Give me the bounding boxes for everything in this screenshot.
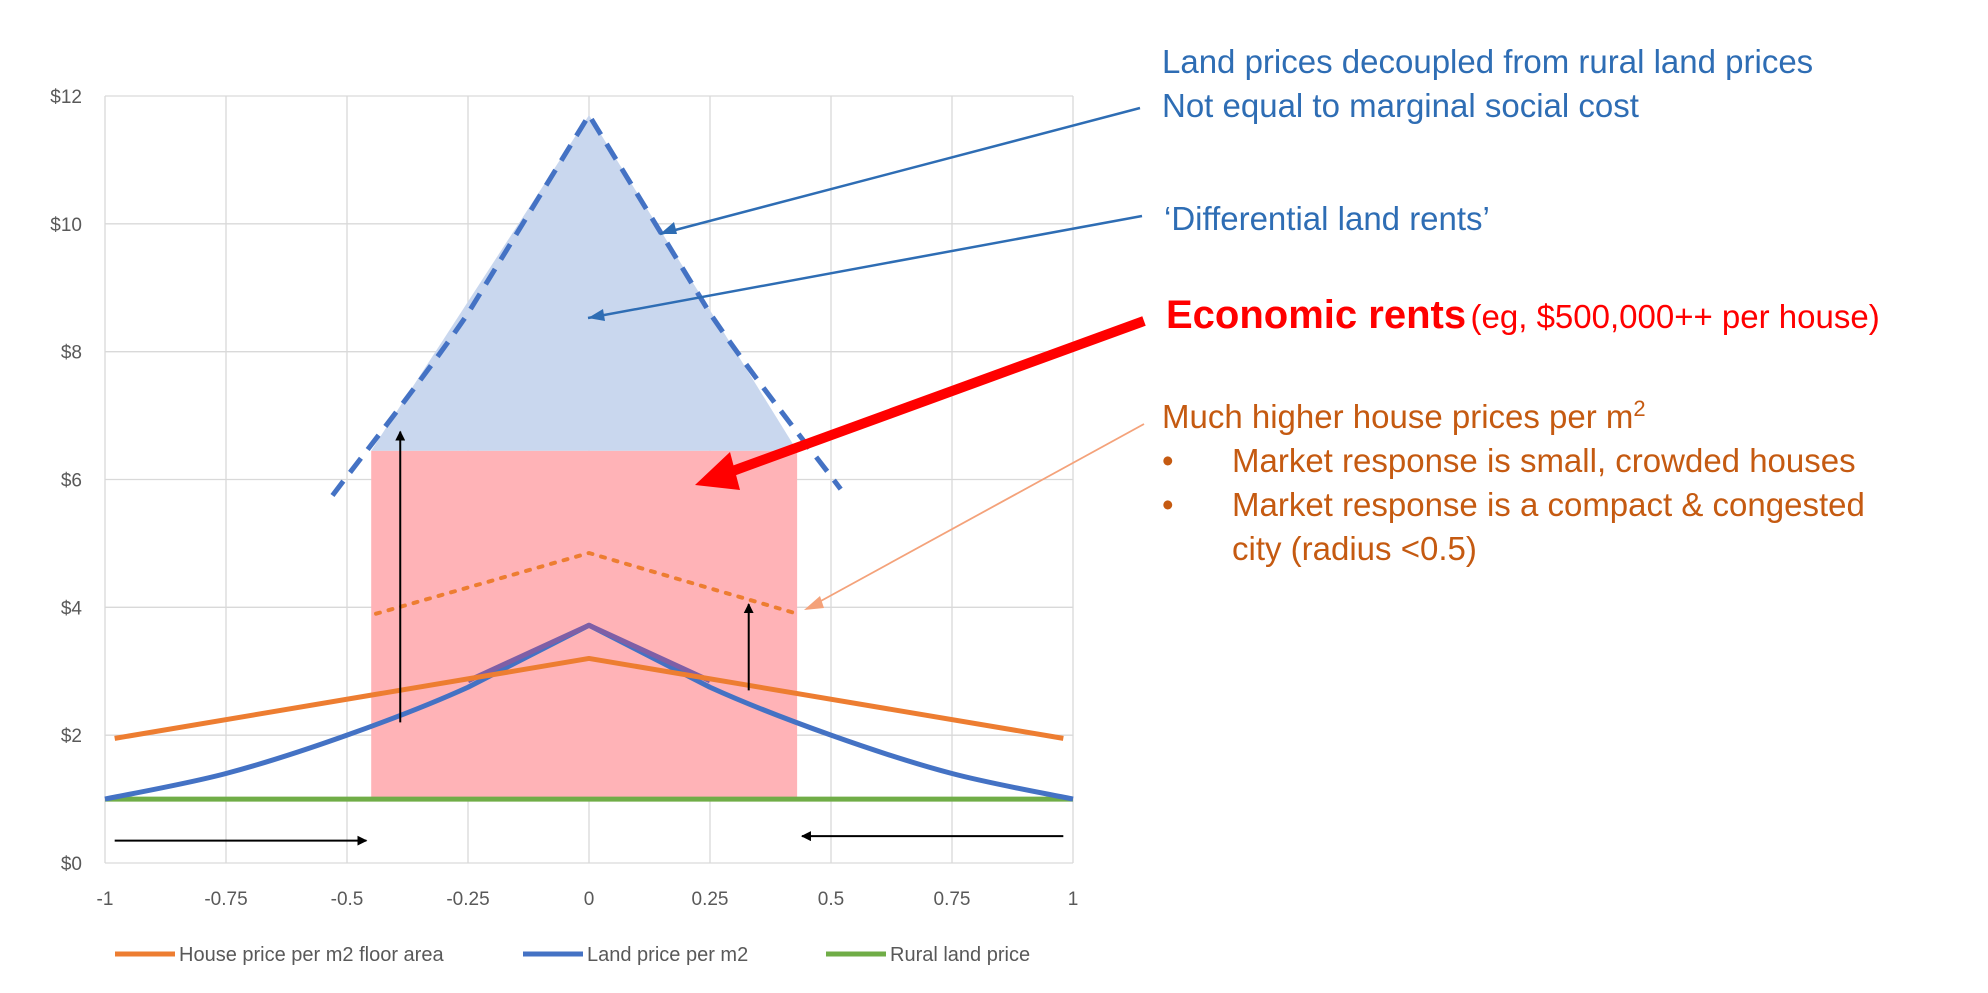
annotation-leaders: [587, 106, 1146, 610]
legend-label: House price per m2 floor area: [179, 944, 444, 966]
higher-prices-text: Much higher house prices per m: [1162, 398, 1634, 435]
leader-decoupled-head: [660, 222, 677, 234]
x-tick-label: 0.25: [692, 889, 729, 910]
annotation-economic-rents: Economic rents (eg, $500,000++ per house…: [1166, 293, 1880, 338]
y-tick-label: $10: [50, 215, 82, 236]
bullet-text-2a: Market response is a compact & congested: [1232, 486, 1865, 523]
bullet-text-1: Market response is small, crowded houses: [1232, 442, 1856, 479]
arrows: [114, 430, 1064, 846]
leader-higher-prices: [807, 423, 1145, 609]
x-tick-label: 1: [1068, 889, 1079, 910]
bullet-item: • Market response is small, crowded hous…: [1162, 439, 1865, 483]
leader-differential-head: [588, 309, 605, 321]
x-tick-label: -0.5: [331, 889, 364, 910]
higher-prices-superscript: 2: [1633, 396, 1646, 421]
bullet-icon: •: [1162, 486, 1174, 523]
y-tick-label: $2: [61, 726, 82, 747]
x-tick-label: -1: [97, 889, 114, 910]
x-tick-label: -0.75: [204, 889, 247, 910]
annotation-decoupled-line2: Not equal to marginal social cost: [1162, 87, 1639, 124]
differential-rent-region: [371, 115, 798, 451]
annotation-decoupled: Land prices decoupled from rural land pr…: [1162, 40, 1813, 128]
leader-economic-rents: [728, 316, 1146, 477]
annotation-differential-text: ‘Differential land rents’: [1164, 200, 1490, 237]
annotation-economic-title: Economic rents: [1166, 293, 1467, 337]
bullet-icon: •: [1162, 442, 1174, 479]
leader-higher-prices-head: [804, 596, 824, 610]
annotation-decoupled-line1: Land prices decoupled from rural land pr…: [1162, 43, 1814, 80]
series-land-price-overlap: [466, 622, 712, 684]
series-house-price-high: [374, 551, 800, 616]
x-tick-label: -0.25: [446, 889, 489, 910]
x-tick-label: 0.5: [818, 889, 844, 910]
legend-label: Land price per m2: [587, 944, 748, 966]
leader-economic-rents-head: [695, 452, 740, 490]
annotation-higher-prices: Much higher house prices per m2 • Market…: [1162, 395, 1865, 571]
tick-labels: -1 -0.75 -0.5 -0.25 0 0.25 0.5 0.75 1 $0 $2 $4 $6 $8 $…: [50, 87, 1078, 910]
bullet-item: • Market response is a compact & congest…: [1162, 483, 1865, 527]
leader-differential: [587, 214, 1143, 320]
leader-decoupled: [659, 106, 1141, 236]
y-tick-label: $8: [61, 343, 82, 364]
series-house-price: [114, 655, 1064, 741]
legend-label: Rural land price: [890, 944, 1030, 966]
legend: House price per m2 floor area Land price …: [115, 944, 1030, 966]
bullet-text-2b: city (radius <0.5): [1232, 530, 1477, 567]
y-tick-label: $6: [61, 471, 82, 492]
bullet-continuation: city (radius <0.5): [1162, 527, 1865, 571]
x-tick-label: 0: [584, 889, 595, 910]
annotation-higher-prices-title: Much higher house prices per m2: [1162, 395, 1865, 439]
annotation-differential: ‘Differential land rents’: [1164, 197, 1490, 241]
y-tick-label: $0: [61, 854, 82, 875]
x-tick-label: 0.75: [934, 889, 971, 910]
y-tick-label: $12: [50, 87, 82, 108]
y-tick-label: $4: [61, 598, 83, 619]
annotation-economic-detail: (eg, $500,000++ per house): [1470, 298, 1880, 335]
